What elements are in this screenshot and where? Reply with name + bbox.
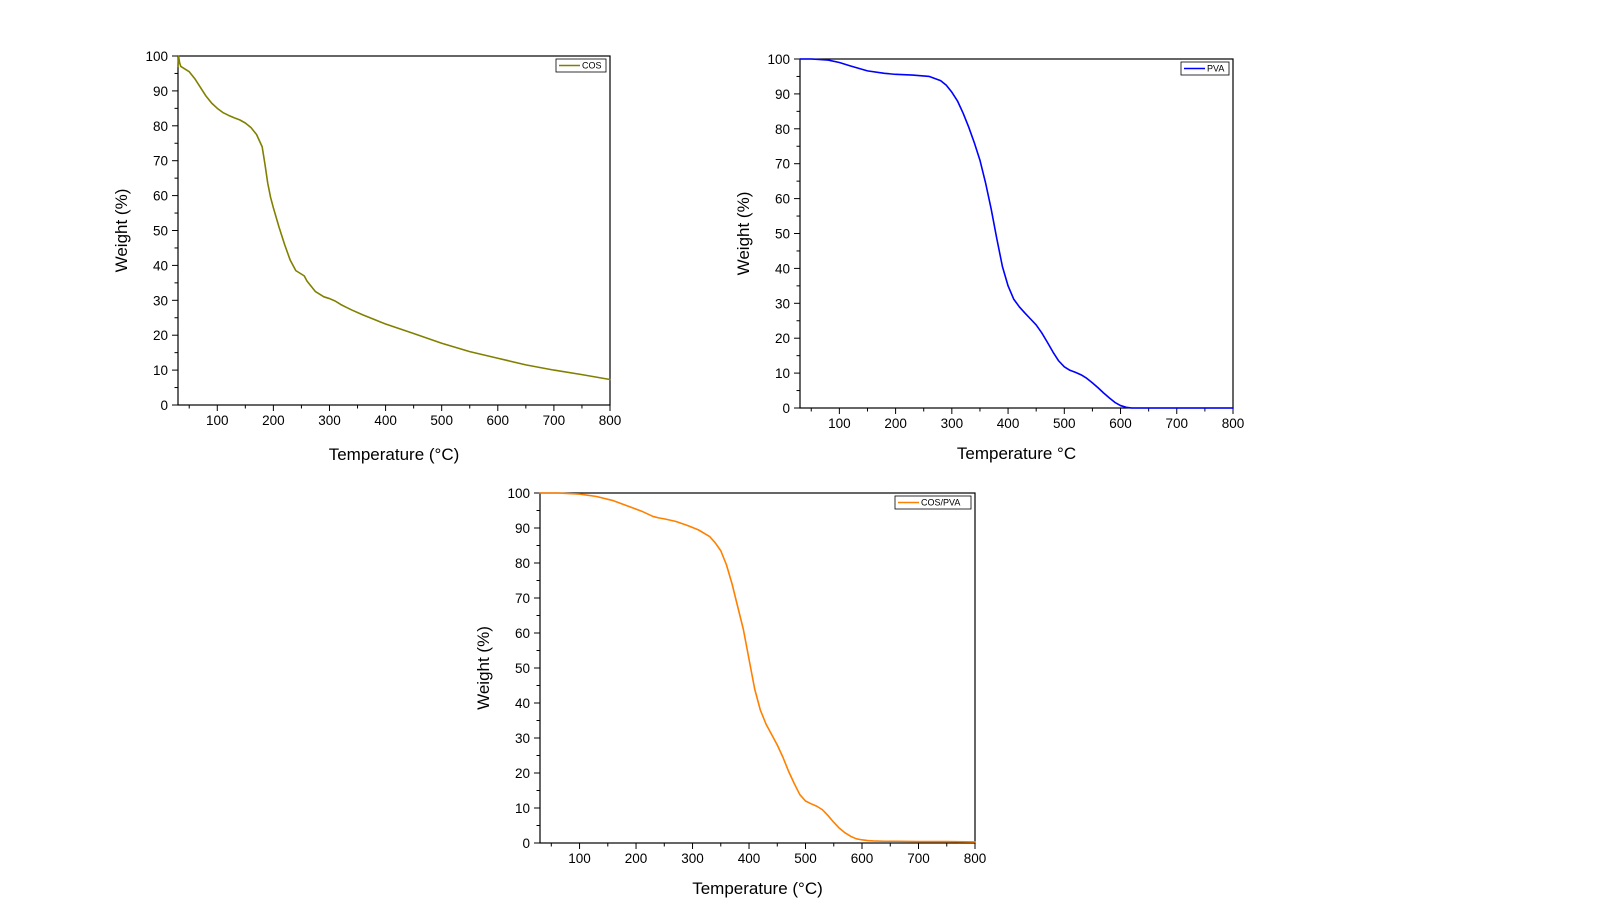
y-tick-label: 60 bbox=[515, 626, 530, 641]
x-tick-label: 500 bbox=[1053, 416, 1076, 431]
legend-label: COS bbox=[582, 61, 602, 71]
y-tick-label: 100 bbox=[767, 52, 790, 67]
legend: PVA bbox=[1180, 61, 1230, 76]
x-tick-label: 800 bbox=[964, 851, 987, 866]
y-tick-label: 10 bbox=[153, 363, 168, 378]
legend-label: COS/PVA bbox=[921, 498, 960, 508]
y-axis-label: Weight (%) bbox=[734, 192, 753, 276]
x-tick-label: 400 bbox=[997, 416, 1020, 431]
chart-panel-3: 100 200 300 400 500 600 700 800 0 10 20 30 40 50 60 70 8… bbox=[474, 486, 986, 898]
x-tick-label: 500 bbox=[794, 851, 817, 866]
y-tick-label: 80 bbox=[775, 122, 790, 137]
y-tick-label: 0 bbox=[160, 398, 168, 413]
y-tick-label: 50 bbox=[515, 661, 530, 676]
y-tick-label: 80 bbox=[153, 119, 168, 134]
x-tick-label: 700 bbox=[543, 413, 566, 428]
y-tick-label: 10 bbox=[515, 801, 530, 816]
y-tick-label: 30 bbox=[515, 731, 530, 746]
y-tick-label: 70 bbox=[775, 157, 790, 172]
y-tick-label: 20 bbox=[775, 331, 790, 346]
x-tick-label: 400 bbox=[374, 413, 397, 428]
y-tick-label: 20 bbox=[153, 328, 168, 343]
x-tick-label: 300 bbox=[941, 416, 964, 431]
x-tick-label: 300 bbox=[318, 413, 341, 428]
y-tick-label: 0 bbox=[782, 401, 790, 416]
y-tick-label: 100 bbox=[145, 49, 168, 64]
legend: COS bbox=[555, 58, 607, 73]
y-tick-label: 20 bbox=[515, 766, 530, 781]
series-line-cos-pva bbox=[539, 492, 976, 843]
x-tick-label: 200 bbox=[262, 413, 285, 428]
x-tick-label: 700 bbox=[907, 851, 930, 866]
plot-frame bbox=[799, 58, 1234, 409]
y-tick-label: 10 bbox=[775, 366, 790, 381]
y-tick-label: 40 bbox=[153, 258, 168, 273]
x-tick-label: 200 bbox=[884, 416, 907, 431]
x-tick-label: 600 bbox=[1109, 416, 1132, 431]
y-tick-label: 30 bbox=[153, 293, 168, 308]
x-tick-label: 800 bbox=[599, 413, 622, 428]
y-tick-label: 80 bbox=[515, 556, 530, 571]
y-tick-label: 70 bbox=[515, 591, 530, 606]
y-tick-label: 90 bbox=[775, 87, 790, 102]
legend: COS/PVA bbox=[894, 495, 972, 510]
plot-frame bbox=[177, 55, 611, 406]
x-tick-label: 200 bbox=[625, 851, 648, 866]
x-tick-label: 300 bbox=[681, 851, 704, 866]
y-tick-label: 60 bbox=[153, 189, 168, 204]
y-tick-label: 60 bbox=[775, 192, 790, 207]
x-tick-label: 600 bbox=[851, 851, 874, 866]
y-tick-label: 40 bbox=[515, 696, 530, 711]
plot-frame bbox=[539, 492, 976, 844]
x-tick-label: 700 bbox=[1166, 416, 1189, 431]
legend-box bbox=[894, 495, 972, 510]
y-tick-label: 100 bbox=[507, 486, 530, 501]
x-axis-label: Temperature (°C) bbox=[329, 445, 460, 464]
chart-panel-1: 100 200 300 400 500 600 700 800 0 10 20 30 40 50 60 70 8… bbox=[112, 49, 621, 464]
x-tick-label: 400 bbox=[738, 851, 761, 866]
x-tick-label: 600 bbox=[487, 413, 510, 428]
y-tick-label: 50 bbox=[775, 227, 790, 242]
series-line-cos bbox=[177, 55, 611, 381]
x-axis-label: Temperature (°C) bbox=[692, 879, 823, 898]
y-axis-label: Weight (%) bbox=[112, 189, 131, 273]
y-tick-label: 90 bbox=[153, 84, 168, 99]
y-tick-label: 40 bbox=[775, 261, 790, 276]
chart-panel-2: 100 200 300 400 500 600 700 800 0 10 20 30 40 50 60 70 8… bbox=[734, 52, 1244, 463]
y-axis-label: Weight (%) bbox=[474, 626, 493, 710]
x-tick-label: 100 bbox=[206, 413, 229, 428]
y-tick-label: 30 bbox=[775, 296, 790, 311]
series-line-pva bbox=[799, 58, 1234, 409]
y-tick-label: 50 bbox=[153, 224, 168, 239]
legend-box bbox=[555, 58, 607, 73]
y-tick-label: 0 bbox=[522, 836, 530, 851]
x-tick-label: 100 bbox=[828, 416, 851, 431]
x-tick-label: 500 bbox=[430, 413, 453, 428]
x-axis-label: Temperature °C bbox=[957, 444, 1076, 463]
x-tick-label: 100 bbox=[568, 851, 591, 866]
x-tick-label: 800 bbox=[1222, 416, 1245, 431]
legend-label: PVA bbox=[1207, 64, 1224, 74]
y-tick-label: 70 bbox=[153, 154, 168, 169]
y-tick-label: 90 bbox=[515, 521, 530, 536]
